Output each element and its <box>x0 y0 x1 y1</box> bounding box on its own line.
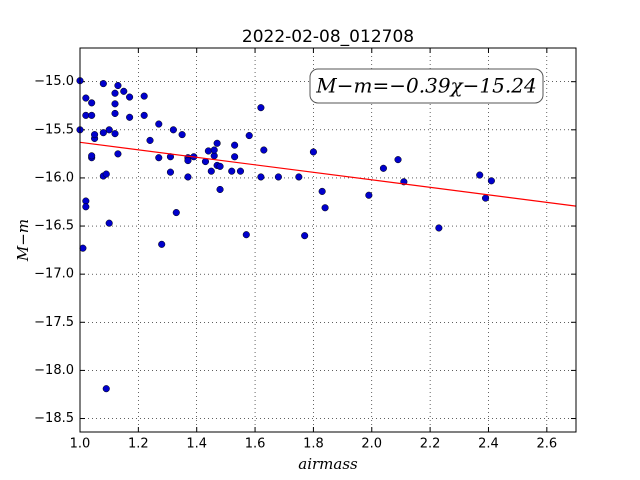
data-point <box>236 167 245 175</box>
data-point <box>169 126 177 134</box>
data-point <box>257 173 265 181</box>
data-point <box>88 111 96 119</box>
data-point <box>394 156 402 164</box>
data-point <box>309 148 317 156</box>
data-point <box>184 173 192 181</box>
data-point <box>120 87 128 95</box>
y-tick-label: −16.5 <box>34 219 74 234</box>
x-axis-label: airmass <box>298 455 358 473</box>
fit-annotation: M−m=−0.39χ−15.24 <box>315 74 536 98</box>
x-tick-label: 1.8 <box>303 437 324 452</box>
data-point <box>155 154 163 162</box>
y-tick-label: −15.5 <box>34 122 74 137</box>
data-point <box>114 150 122 158</box>
annotation-box <box>309 68 544 104</box>
data-point <box>476 171 484 179</box>
data-point <box>228 167 236 175</box>
data-point <box>105 126 113 134</box>
data-point <box>102 170 110 178</box>
x-tick-label: 1.0 <box>70 437 91 452</box>
data-point <box>99 80 107 88</box>
data-point <box>91 131 99 139</box>
data-point <box>435 224 443 232</box>
x-tick-label: 1.4 <box>186 437 207 452</box>
data-point <box>318 187 326 195</box>
data-point <box>379 164 387 172</box>
data-point <box>99 129 107 137</box>
data-point <box>172 209 180 217</box>
x-tick-label: 1.6 <box>245 437 266 452</box>
data-point <box>155 120 163 128</box>
data-point <box>245 132 253 140</box>
data-point <box>257 104 265 112</box>
y-tick-label: −18.5 <box>34 411 74 426</box>
data-point <box>102 385 110 393</box>
data-point <box>88 152 96 160</box>
data-point <box>207 167 215 175</box>
data-point <box>140 92 148 100</box>
x-tick-label: 2.2 <box>420 437 441 452</box>
data-point <box>301 232 309 240</box>
x-tick-label: 2.4 <box>478 437 499 452</box>
data-point <box>216 185 224 194</box>
data-point <box>126 113 134 121</box>
data-point <box>166 168 174 176</box>
data-point <box>321 204 329 212</box>
y-tick-label: −17.5 <box>34 315 74 330</box>
y-axis-label: M−m <box>14 219 32 262</box>
data-point <box>146 136 154 144</box>
fit-line <box>79 141 577 207</box>
data-point <box>204 147 212 155</box>
data-point <box>365 191 373 199</box>
data-point <box>242 231 250 239</box>
data-point <box>231 153 239 161</box>
data-point <box>111 89 119 97</box>
y-tick-label: −17.0 <box>34 267 74 282</box>
data-point <box>260 146 268 154</box>
data-point <box>231 141 239 149</box>
data-point <box>216 162 224 170</box>
data-point <box>88 99 96 107</box>
data-point <box>158 240 166 248</box>
data-point <box>111 130 119 138</box>
data-point <box>111 109 119 117</box>
data-point <box>210 146 218 154</box>
data-point <box>482 194 490 202</box>
data-point <box>114 81 122 90</box>
data-point <box>82 94 90 102</box>
data-point <box>487 177 495 185</box>
y-tick-label: −16.0 <box>34 170 74 185</box>
x-tick-label: 1.2 <box>128 437 149 452</box>
data-point <box>178 131 186 139</box>
y-tick-label: −15.0 <box>34 74 74 89</box>
data-point <box>79 244 87 252</box>
data-point <box>105 219 113 227</box>
x-tick-label: 2.0 <box>361 437 382 452</box>
data-point <box>184 157 192 165</box>
data-point <box>140 111 148 119</box>
y-tick-label: −18.0 <box>34 363 74 378</box>
plot-frame <box>79 47 577 433</box>
data-point <box>126 93 134 101</box>
data-point <box>213 139 221 147</box>
data-point <box>82 203 90 211</box>
x-tick-label: 2.6 <box>536 437 557 452</box>
data-point <box>274 173 282 181</box>
data-point <box>295 173 303 181</box>
data-point <box>111 100 119 108</box>
chart-title: 2022-02-08_012708 <box>242 27 414 47</box>
